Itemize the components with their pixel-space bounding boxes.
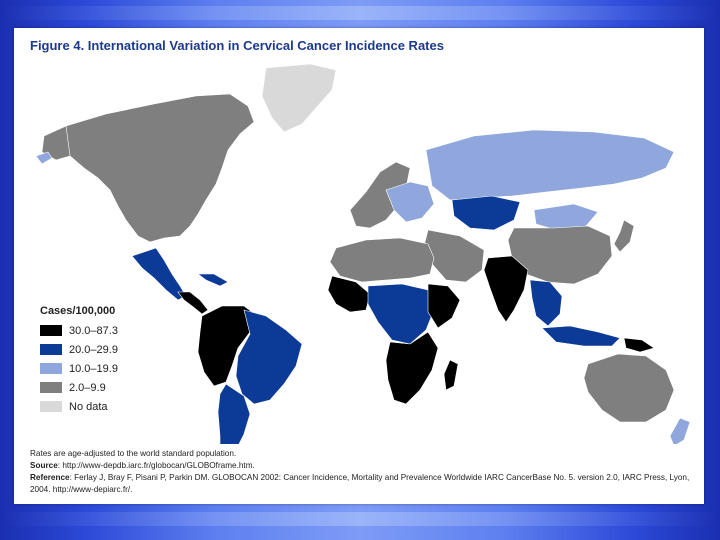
- russia-region: [425, 129, 675, 201]
- reference-label: Reference: [30, 473, 70, 482]
- caribbean-region: [197, 273, 229, 287]
- east-africa-region: [427, 283, 461, 329]
- greenland-region: [261, 63, 337, 133]
- australia-region: [583, 353, 675, 423]
- new-zealand-region: [669, 417, 691, 444]
- china-region: [507, 225, 613, 285]
- background-band: [0, 512, 720, 526]
- reference-text: : Ferlay J, Bray F, Pisani P, Parkin DM.…: [30, 473, 690, 494]
- figure-panel: Figure 4. International Variation in Cer…: [14, 28, 704, 504]
- south-america-south-region: [217, 383, 251, 444]
- west-africa-region: [327, 275, 371, 313]
- legend-swatch: [40, 382, 62, 393]
- legend-label: 20.0–29.9: [69, 343, 118, 356]
- central-asia-region: [451, 195, 521, 231]
- rates-note: Rates are age-adjusted to the world stan…: [30, 449, 237, 458]
- map-legend: Cases/100,000 30.0–87.3 20.0–29.9 10.0–1…: [40, 305, 118, 416]
- reference-note: Reference: Ferlay J, Bray F, Pisani P, P…: [30, 472, 690, 496]
- source-note: Source: http://www-depdb.iarc.fr/globoca…: [30, 460, 690, 472]
- papua-new-guinea-region: [623, 337, 655, 353]
- central-europe-region: [385, 181, 435, 223]
- india-region: [483, 255, 529, 323]
- north-america-region: [59, 93, 255, 243]
- iceland-region: [35, 151, 53, 165]
- legend-label: 30.0–87.3: [69, 324, 118, 337]
- legend-title: Cases/100,000: [40, 305, 116, 317]
- japan-region: [613, 219, 635, 253]
- legend-swatch: [40, 325, 62, 336]
- southeast-asia-region: [529, 279, 563, 327]
- legend-item: 30.0–87.3: [40, 321, 118, 340]
- background-band: [0, 6, 720, 20]
- figure-notes: Rates are age-adjusted to the world stan…: [30, 448, 690, 496]
- legend-label: 2.0–9.9: [69, 381, 106, 394]
- southern-africa-region: [385, 331, 439, 405]
- central-africa-region: [367, 283, 435, 345]
- figure-title: Figure 4. International Variation in Cer…: [30, 38, 444, 53]
- legend-swatch: [40, 401, 62, 412]
- legend-item: 20.0–29.9: [40, 340, 118, 359]
- legend-label: 10.0–19.9: [69, 362, 118, 375]
- legend-label: No data: [69, 400, 108, 413]
- south-america-north-region: [197, 305, 261, 387]
- legend-swatch: [40, 344, 62, 355]
- brazil-region: [235, 309, 303, 405]
- legend-swatch: [40, 363, 62, 374]
- north-africa-region: [329, 237, 435, 283]
- world-map: [35, 63, 691, 444]
- central-america-region: [177, 291, 209, 315]
- source-text: : http://www-depdb.iarc.fr/globocan/GLOB…: [57, 461, 255, 470]
- madagascar-region: [443, 359, 459, 391]
- source-label: Source: [30, 461, 58, 470]
- legend-item: No data: [40, 397, 118, 416]
- alaska-region: [41, 125, 71, 161]
- indonesia-region: [541, 325, 621, 347]
- legend-item: 10.0–19.9: [40, 359, 118, 378]
- legend-item: 2.0–9.9: [40, 378, 118, 397]
